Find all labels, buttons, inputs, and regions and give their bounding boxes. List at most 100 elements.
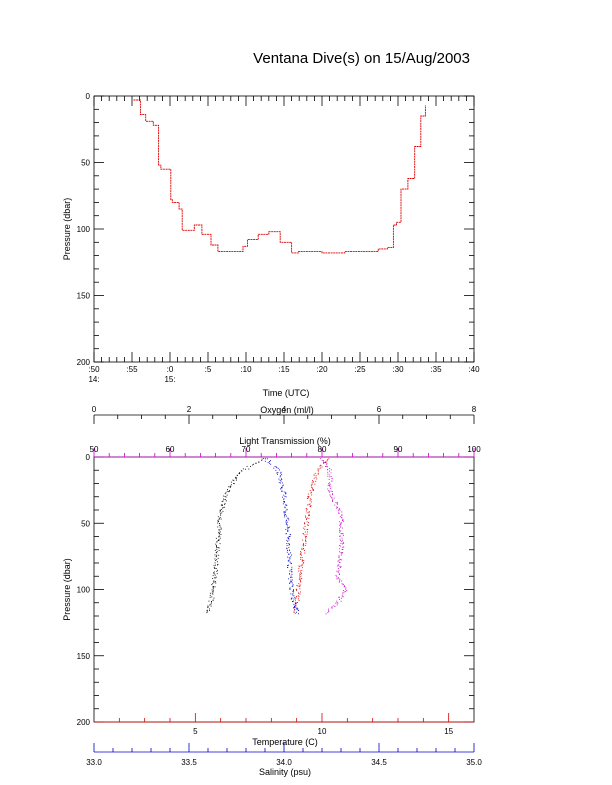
profile-point bbox=[224, 496, 226, 497]
profile-point bbox=[337, 571, 339, 573]
profile-point bbox=[344, 586, 346, 587]
profile-point bbox=[228, 490, 230, 492]
profile-point bbox=[288, 547, 290, 548]
profile-point bbox=[343, 590, 344, 591]
profile-point bbox=[299, 584, 301, 586]
top-x-axis-label: Time (UTC) bbox=[263, 388, 310, 398]
profile-point bbox=[223, 506, 225, 508]
light-tick-label: 70 bbox=[242, 445, 251, 454]
profile-point bbox=[339, 538, 341, 540]
profile-point bbox=[341, 527, 343, 529]
profile-point bbox=[298, 568, 300, 570]
profile-point bbox=[291, 576, 293, 578]
profile-point bbox=[220, 527, 222, 529]
profile-point bbox=[328, 610, 330, 612]
profile-point bbox=[222, 510, 224, 512]
profile-point bbox=[218, 540, 220, 541]
profile-point bbox=[293, 612, 295, 613]
profile-point bbox=[300, 554, 302, 555]
profile-point bbox=[216, 573, 218, 575]
profile-point bbox=[213, 581, 215, 583]
profile-point bbox=[282, 503, 284, 505]
profile-point bbox=[339, 548, 341, 550]
profile-point bbox=[342, 534, 344, 536]
top-y-tick-label: 0 bbox=[86, 92, 91, 101]
profile-point bbox=[286, 551, 288, 553]
profile-point bbox=[293, 598, 295, 600]
profile-point bbox=[258, 461, 260, 463]
bottom-y-tick-label: 0 bbox=[86, 453, 91, 462]
profile-point bbox=[343, 586, 345, 588]
profile-point bbox=[342, 583, 344, 585]
profile-point bbox=[220, 514, 222, 516]
profile-point bbox=[209, 594, 211, 596]
light-tick-label: 90 bbox=[394, 445, 403, 454]
salinity-axis-label: Salinity (psu) bbox=[259, 767, 311, 777]
profile-point bbox=[330, 469, 332, 471]
profile-point bbox=[264, 460, 266, 462]
profile-point bbox=[298, 610, 299, 611]
profile-point bbox=[345, 591, 347, 592]
profile-point bbox=[220, 510, 222, 512]
profile-point bbox=[339, 516, 341, 518]
profile-point bbox=[293, 589, 294, 591]
profile-point bbox=[315, 476, 317, 478]
profile-point bbox=[213, 586, 215, 587]
profile-point bbox=[309, 515, 310, 516]
profile-point bbox=[300, 576, 302, 578]
light-tick-label: 50 bbox=[90, 445, 99, 454]
profile-point bbox=[284, 506, 286, 508]
profile-point bbox=[339, 508, 341, 510]
profile-point bbox=[286, 522, 287, 524]
profile-point bbox=[303, 527, 305, 529]
profile-point bbox=[302, 567, 303, 569]
profile-point bbox=[307, 524, 309, 526]
salinity-tick-label: 33.5 bbox=[181, 758, 197, 767]
profile-point bbox=[338, 555, 340, 557]
profile-point bbox=[239, 473, 240, 475]
top-plot-frame bbox=[93, 95, 475, 363]
profile-point bbox=[282, 496, 283, 498]
profile-point bbox=[303, 533, 304, 535]
profile-point bbox=[289, 581, 291, 583]
profile-point bbox=[281, 490, 282, 492]
oxygen-tick-label: 4 bbox=[282, 405, 287, 414]
profile-point bbox=[303, 562, 305, 563]
profile-point bbox=[294, 601, 296, 603]
profile-point bbox=[336, 602, 338, 604]
profile-point bbox=[212, 583, 214, 585]
profile-point bbox=[344, 585, 345, 587]
profile-point bbox=[300, 591, 301, 593]
profile-point bbox=[331, 496, 333, 498]
profile-point bbox=[328, 479, 330, 480]
profile-point bbox=[299, 588, 301, 590]
profile-point bbox=[273, 467, 275, 469]
profile-point bbox=[291, 582, 293, 584]
profile-point bbox=[216, 554, 218, 556]
oxygen-tick-label: 0 bbox=[92, 405, 97, 414]
profile-point bbox=[218, 549, 220, 551]
profile-point bbox=[340, 522, 342, 524]
profile-point bbox=[298, 565, 300, 567]
profile-point bbox=[310, 504, 312, 506]
profile-point bbox=[305, 539, 307, 541]
profile-point bbox=[290, 598, 292, 600]
profile-point bbox=[301, 549, 303, 550]
profile-point bbox=[338, 564, 340, 566]
profile-point bbox=[245, 468, 246, 470]
profile-point bbox=[341, 548, 343, 550]
profile-point bbox=[307, 525, 309, 526]
profile-point bbox=[295, 605, 297, 607]
profile-point bbox=[341, 580, 343, 582]
profile-point bbox=[215, 560, 217, 561]
profile-point bbox=[310, 501, 312, 503]
profile-point bbox=[307, 496, 309, 498]
profile-point bbox=[309, 500, 311, 502]
profile-point bbox=[282, 485, 283, 487]
temperature-axis-label: Temperature (C) bbox=[252, 737, 318, 747]
profile-point bbox=[278, 478, 280, 480]
profile-point bbox=[307, 497, 309, 499]
profile-point bbox=[311, 491, 312, 493]
profile-point bbox=[340, 559, 342, 561]
salinity-tick-label: 34.5 bbox=[371, 758, 387, 767]
